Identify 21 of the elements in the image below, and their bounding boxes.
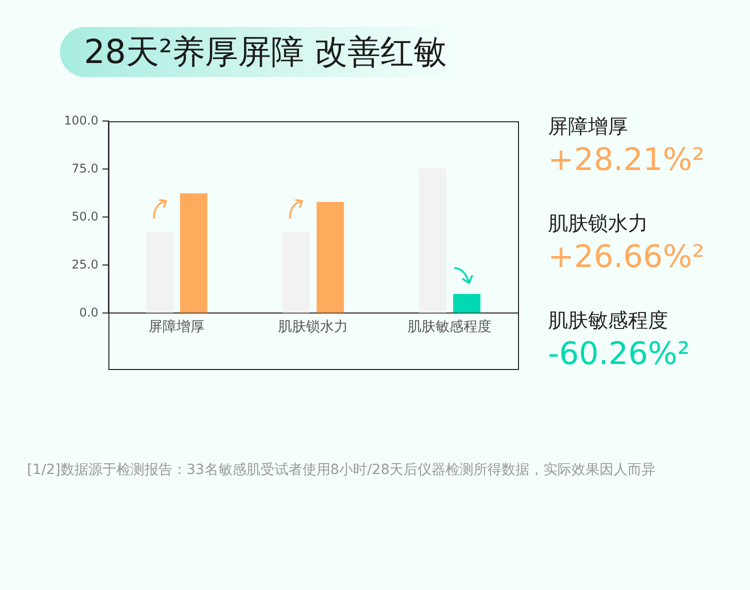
text: +26.66%²	[548, 238, 705, 277]
x-tick-label: 肌肤敏感程度	[408, 319, 492, 336]
text: +28.21%²	[548, 141, 705, 180]
bar	[180, 193, 208, 313]
chart-title: 28天²养厚屏障 改善红敏	[84, 31, 447, 73]
y-tick-label: 75.0	[72, 161, 98, 176]
y-tick-label: 25.0	[72, 257, 98, 272]
bar	[146, 232, 174, 313]
bar	[453, 294, 480, 313]
text: 肌肤锁水力	[548, 210, 648, 237]
y-tick-label: 50.0	[72, 209, 98, 224]
x-tick-label: 肌肤锁水力	[278, 319, 348, 336]
bar	[419, 168, 446, 313]
y-tick-label: 100.0	[64, 113, 98, 128]
text: -60.26%²	[548, 335, 690, 374]
y-tick-label: 0.0	[79, 305, 98, 320]
bar	[316, 202, 344, 313]
bar	[282, 232, 310, 313]
text: 屏障增厚	[548, 113, 628, 140]
x-tick-label: 屏障增厚	[148, 319, 205, 336]
text: [1/2]数据源于检测报告：33名敏感肌受试者使用8小时/28天后仪器检测所得数据，实际效果因人而异	[27, 461, 657, 480]
